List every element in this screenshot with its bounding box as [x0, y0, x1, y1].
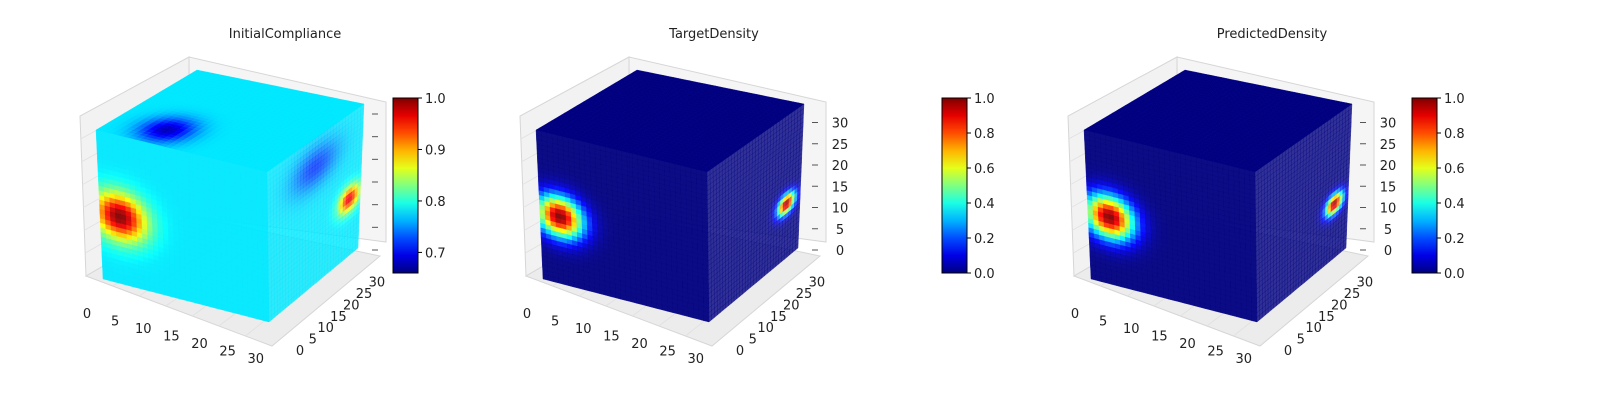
x-tick-label: 30 [247, 352, 264, 367]
x-tick-label: 0 [83, 307, 91, 322]
panel-title: InitialCompliance [229, 27, 342, 42]
panel-title: TargetDensity [668, 27, 759, 42]
colorbar-tick-label: 1.0 [425, 92, 446, 107]
x-tick-label: 5 [111, 315, 119, 330]
colorbar-tick-label: 0.8 [425, 195, 446, 210]
x-tick-label: 15 [163, 330, 180, 345]
x-tick-label: 20 [191, 337, 208, 352]
y-tick-label: 0 [296, 344, 304, 359]
y-tick-label: 5 [309, 333, 317, 348]
colorbar-tick-label: 0.9 [425, 143, 446, 158]
x-tick-label: 25 [219, 345, 236, 360]
x-tick-label: 10 [135, 322, 152, 337]
colorbar [393, 98, 418, 273]
y-tick-label: 30 [369, 276, 386, 291]
colorbar-tick-label: 0.7 [425, 246, 446, 261]
voxel [253, 313, 258, 319]
